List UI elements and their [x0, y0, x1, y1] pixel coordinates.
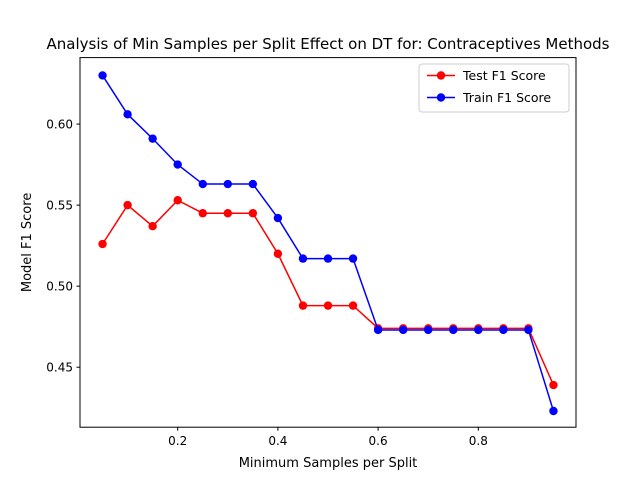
legend: Test F1 Score Train F1 Score: [418, 63, 570, 113]
data-point: [198, 209, 207, 218]
data-point: [123, 110, 132, 119]
y-tick-label: 0.55: [46, 199, 73, 213]
legend-item: Train F1 Score: [427, 90, 551, 105]
data-point: [273, 213, 283, 223]
data-point: [373, 325, 383, 335]
series-test: [98, 196, 558, 390]
y-tick-label: 0.60: [46, 118, 73, 132]
legend-marker: [436, 93, 446, 102]
y-tick-label: 0.45: [46, 361, 73, 375]
data-point: [148, 221, 157, 231]
ticks-layer: 0.2 0.4 0.6 0.8 0.45 0.50 0.55 0.60: [46, 118, 488, 449]
data-point: [549, 380, 558, 390]
data-point: [398, 325, 408, 335]
data-point: [98, 239, 107, 249]
data-point: [323, 301, 333, 310]
data-point: [148, 134, 157, 143]
x-tick-label: 0.4: [268, 434, 287, 448]
data-point: [273, 249, 283, 258]
data-point: [348, 301, 358, 310]
data-point: [173, 196, 182, 205]
data-point: [323, 254, 333, 263]
legend-marker: [436, 71, 446, 80]
data-point: [223, 179, 232, 189]
x-tick-label: 0.6: [369, 434, 388, 448]
data-point: [123, 200, 132, 210]
chart-title: Analysis of Min Samples per Split Effect…: [47, 35, 610, 53]
data-point: [524, 325, 533, 335]
data-point: [248, 209, 258, 218]
data-point: [223, 209, 232, 218]
data-point: [549, 406, 558, 416]
data-point: [424, 325, 433, 335]
y-axis-label: Model F1 Score: [20, 193, 35, 292]
data-point: [173, 160, 182, 169]
data-point: [474, 325, 483, 335]
data-point: [348, 254, 358, 263]
y-tick-label: 0.50: [46, 280, 73, 294]
series-layer: [98, 71, 558, 416]
series-line: [101, 75, 555, 412]
data-point: [499, 325, 508, 335]
x-tick-label: 0.8: [469, 434, 488, 448]
data-point: [98, 71, 107, 80]
legend-item: Test F1 Score: [427, 68, 546, 83]
data-point: [298, 254, 308, 263]
legend-label: Test F1 Score: [462, 68, 546, 83]
data-point: [198, 179, 207, 189]
data-point: [298, 301, 308, 310]
data-point: [449, 325, 458, 335]
x-tick-label: 0.2: [168, 434, 187, 448]
series-line: [101, 199, 555, 386]
legend-label: Train F1 Score: [462, 90, 551, 105]
x-axis-label: Minimum Samples per Split: [239, 456, 418, 471]
data-point: [248, 179, 258, 189]
plot-frame: [79, 57, 577, 428]
series-train: [98, 71, 558, 416]
legend-box: [418, 63, 570, 113]
